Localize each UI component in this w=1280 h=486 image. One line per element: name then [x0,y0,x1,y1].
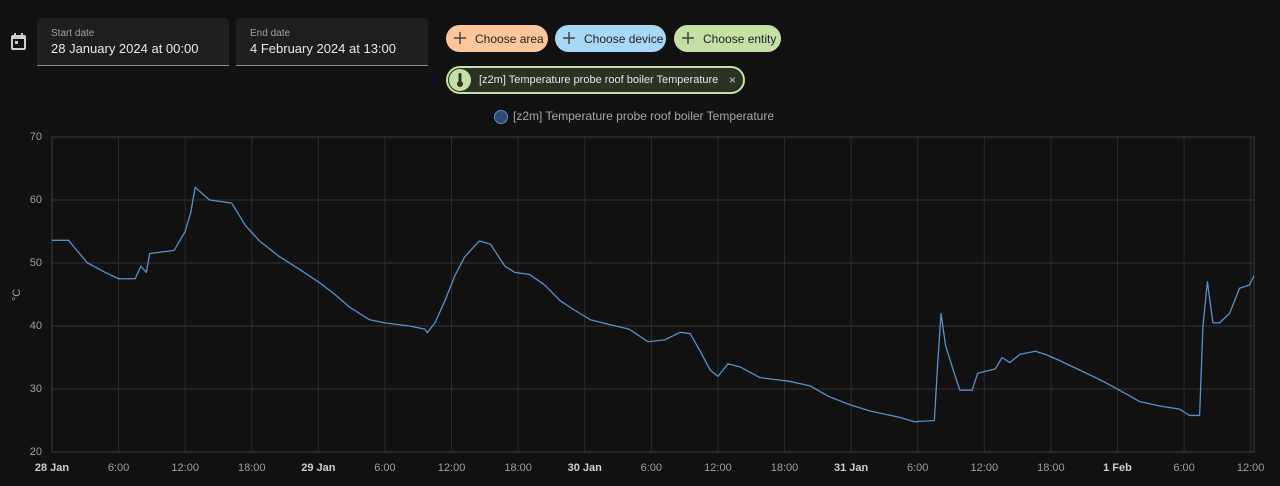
end-label: End date [250,28,291,39]
x-tick-label: 18:00 [504,462,532,474]
y-tick-label: 30 [30,383,42,395]
y-tick-label: 60 [30,194,42,206]
x-tick-label: 6:00 [641,462,662,474]
legend-marker[interactable] [494,110,508,124]
y-tick-label: 20 [30,446,42,458]
x-tick-label: 31 Jan [834,462,869,474]
x-tick-label: 29 Jan [301,462,336,474]
plot-border [51,136,1255,453]
y-tick-label: 40 [30,320,42,332]
x-tick-label: 12:00 [1237,462,1265,474]
end-date[interactable]: End date 4 February 2024 at 13:00 [236,18,428,66]
y-axis-label: °C [11,289,23,301]
x-tick-label: 6:00 [374,462,395,474]
choose-entity[interactable]: Choose entity [674,25,781,52]
choose-device[interactable]: Choose device [555,25,666,52]
x-tick-label: 18:00 [238,462,266,474]
x-tick-label: 30 Jan [568,462,603,474]
x-tick-label: 6:00 [108,462,129,474]
button-label: Choose device [584,31,664,46]
end-value: 4 February 2024 at 13:00 [250,41,396,56]
calendar-icon[interactable] [10,32,28,52]
x-tick-label: 12:00 [171,462,199,474]
chart: [z2m] Temperature probe roof boiler Temp… [11,109,1265,474]
x-tick-label: 18:00 [1037,462,1065,474]
legend-label[interactable]: [z2m] Temperature probe roof boiler Temp… [513,109,774,123]
chip-label: [z2m] Temperature probe roof boiler Temp… [479,74,719,86]
start-value: 28 January 2024 at 00:00 [51,41,199,56]
chip-remove[interactable]: × [729,73,737,87]
x-tick-label: 12:00 [438,462,466,474]
x-tick-label: 6:00 [907,462,928,474]
choose-area[interactable]: Choose area [446,25,548,52]
x-tick-label: 28 Jan [35,462,70,474]
x-tick-label: 6:00 [1173,462,1194,474]
button-label: Choose area [475,31,544,46]
x-tick-label: 12:00 [704,462,732,474]
button-label: Choose entity [703,31,777,46]
y-tick-label: 70 [30,131,42,143]
x-tick-label: 12:00 [971,462,999,474]
thermometer-icon [449,69,471,91]
start-label: Start date [51,28,95,39]
x-tick-label: 1 Feb [1103,462,1132,474]
entity-chip[interactable]: [z2m] Temperature probe roof boiler Temp… [446,66,745,94]
y-tick-label: 50 [30,257,42,269]
series-line [52,186,1255,423]
start-date[interactable]: Start date 28 January 2024 at 00:00 [37,18,229,66]
x-tick-label: 18:00 [771,462,799,474]
